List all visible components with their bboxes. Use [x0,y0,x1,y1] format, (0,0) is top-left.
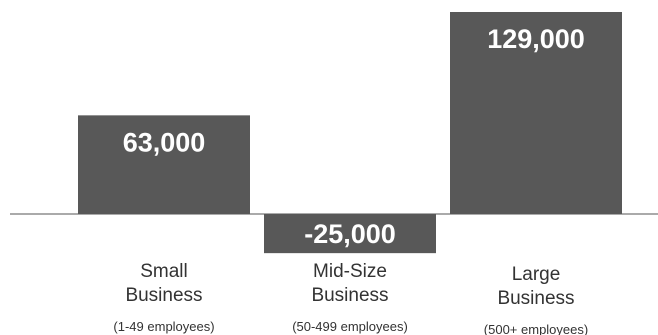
category-label-1-line-1: Business [311,285,388,306]
bar-1 [264,214,436,254]
category-label-2-line-0: Large [512,264,561,285]
category-sublabel-1: (50-499 employees) [292,319,408,334]
bar-value-label-1: -25,000 [304,219,396,249]
category-labels-group: Small Business (1-49 employees) Mid-Size Bus… [113,261,588,335]
category-label-1-line-0: Mid-Size [313,261,387,282]
bar-0 [78,115,250,214]
bar-value-label-0: 63,000 [123,127,206,157]
category-label-0-line-0: Small [140,261,188,282]
bar-value-label-2: 129,000 [487,24,585,54]
bar-2 [450,12,622,214]
category-sublabel-2: (500+ employees) [484,322,588,335]
category-sublabel-0: (1-49 employees) [113,319,214,334]
bars-group: 63,000 -25,000 129,000 [78,12,622,254]
category-label-2-line-1: Business [497,288,574,309]
category-label-0-line-1: Business [125,285,202,306]
